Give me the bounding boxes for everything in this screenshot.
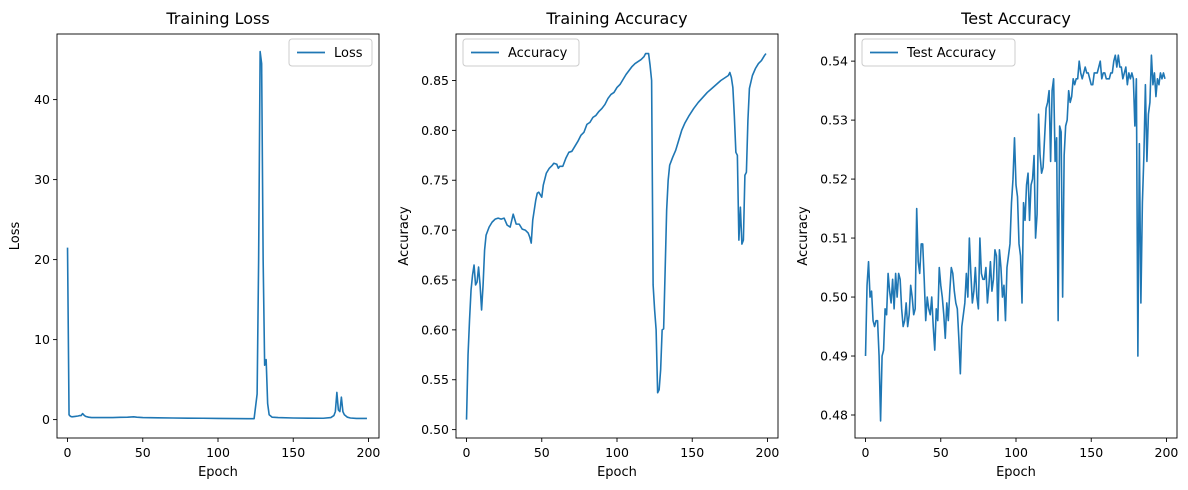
legend-label: Loss [334,46,363,61]
test-accuracy-subplot: 0 50 100 150 200 0.48 0.49 0.50 0.51 0.52 0.53 0.54… [796,9,1178,480]
x-axis-label: Epoch [597,465,637,480]
y-tick-label: 40 [34,92,50,107]
loss-subplot: 0 50 100 150 200 0 10 20 30 40 Training Loss Epoch L… [8,9,380,480]
x-tick-label: 100 [1004,445,1028,460]
y-tick-label: 0.52 [820,172,848,187]
legend-label: Accuracy [508,46,568,61]
x-tick-label: 50 [135,445,151,460]
y-tick-label: 20 [34,252,50,267]
y-tick-label: 0.54 [820,54,848,69]
legend-box [861,38,1016,67]
legend-label: Test Accuracy [906,46,996,61]
y-tick-label: 0.50 [820,290,848,305]
x-tick-label: 0 [64,445,72,460]
x-tick-label: 100 [206,445,230,460]
y-tick-label: 0.50 [421,422,449,437]
y-tick-label: 0.55 [421,372,449,387]
x-tick-label: 0 [463,445,471,460]
y-tick-label: 0 [42,412,50,427]
x-tick-label: 150 [1079,445,1103,460]
x-tick-label: 0 [862,445,870,460]
series-line [864,54,1166,422]
legend-box [462,38,580,67]
x-axis-label: Epoch [996,465,1036,480]
y-tick-label: 0.75 [421,173,449,188]
x-tick-label: 200 [357,445,381,460]
legend: Accuracy [462,38,580,67]
y-tick-label: 0.49 [820,349,848,364]
x-tick-label: 150 [281,445,305,460]
y-tick-label: 0.48 [820,407,848,422]
y-tick-label: 0.65 [421,272,449,287]
y-tick-label: 0.53 [820,113,848,128]
y-axis-label: Loss [8,222,23,251]
x-tick-label: 200 [756,445,780,460]
legend-box [288,38,373,67]
x-tick-label: 200 [1155,445,1179,460]
legend: Loss [288,38,373,67]
chart-title: Training Loss [165,9,269,28]
y-tick-label: 0.60 [421,322,449,337]
legend: Test Accuracy [861,38,1016,67]
y-axis-label: Accuracy [796,206,811,266]
training-accuracy-subplot: 0 50 100 150 200 0.50 0.55 0.60 0.65 0.70 0.75 0.80… [397,9,779,480]
x-tick-label: 50 [933,445,949,460]
chart-title: Test Accuracy [960,9,1071,28]
y-tick-label: 10 [34,332,50,347]
series-line [66,50,367,420]
y-tick-label: 0.80 [421,123,449,138]
y-tick-label: 0.51 [820,231,848,246]
y-tick-label: 0.70 [421,223,449,238]
y-tick-label: 0.85 [421,73,449,88]
y-axis-label: Accuracy [397,206,412,266]
y-tick-label: 30 [34,172,50,187]
x-axis-label: Epoch [198,465,238,480]
x-tick-label: 50 [534,445,550,460]
x-tick-label: 100 [605,445,629,460]
series-line [465,52,767,420]
chart-title: Training Accuracy [545,9,687,28]
x-tick-label: 150 [680,445,704,460]
